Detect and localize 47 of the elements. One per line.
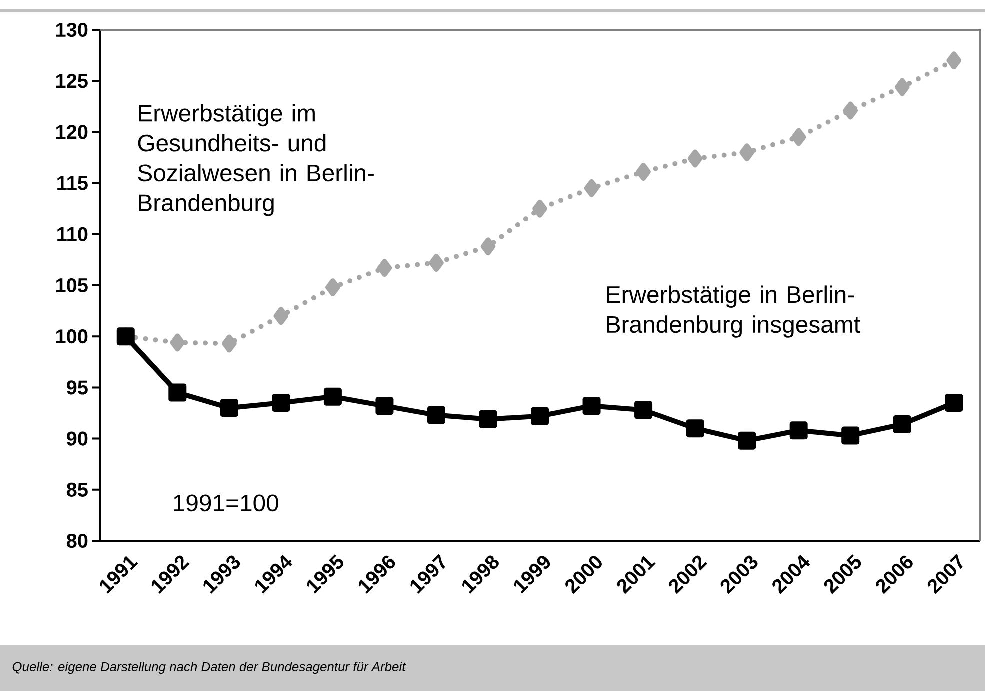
point — [843, 102, 858, 120]
point — [377, 259, 392, 278]
point — [274, 307, 289, 326]
y-tick-label: 95 — [67, 380, 88, 395]
point — [222, 334, 237, 353]
y-tick-label: 125 — [56, 74, 88, 88]
y-tick-label: 120 — [56, 125, 88, 140]
point — [531, 407, 550, 426]
point — [429, 254, 444, 272]
point — [480, 238, 496, 256]
point — [945, 394, 964, 412]
annotation: 1991=100 — [174, 494, 278, 512]
y-tick-label: 90 — [67, 432, 88, 446]
source-note: Quelle: eigene Darstellung nach Daten der Bundesagentur für Arbeit — [12, 662, 406, 674]
point — [479, 410, 498, 428]
point — [946, 52, 962, 70]
point — [791, 128, 806, 146]
y-tick-label: 105 — [56, 278, 88, 293]
y-tick-label: 100 — [56, 330, 88, 344]
y-tick-label: 115 — [58, 176, 88, 190]
text: Erwerbstätige in Berlin-Brandenburg insgesamt — [607, 286, 860, 338]
point — [376, 397, 394, 416]
point — [220, 399, 238, 418]
y-tick-label: 80 — [66, 534, 88, 548]
point — [532, 200, 548, 218]
point — [790, 422, 808, 440]
point — [427, 406, 446, 424]
point — [842, 426, 860, 445]
point — [324, 388, 342, 406]
point — [584, 179, 600, 198]
point — [686, 420, 704, 438]
point — [634, 401, 653, 420]
point — [688, 150, 703, 168]
point — [168, 384, 187, 402]
point — [893, 415, 912, 434]
point — [272, 394, 290, 412]
y-tick-label: 110 — [58, 227, 88, 242]
y-tick-label: 85 — [66, 482, 88, 497]
point — [170, 334, 186, 352]
point — [636, 163, 651, 182]
point — [326, 278, 340, 297]
point — [582, 397, 601, 416]
point — [894, 78, 910, 96]
point — [738, 432, 756, 450]
y-tick-label: 130 — [56, 22, 88, 38]
series-label: Erwerbstätige im Gesundheits- und Sozialwesen in Berlin-Brandenburg — [138, 104, 374, 216]
point — [740, 144, 754, 162]
